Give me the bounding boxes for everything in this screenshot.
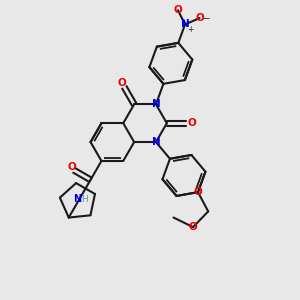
Text: N: N [152, 137, 160, 147]
Text: O: O [187, 118, 196, 128]
Text: N: N [74, 194, 82, 204]
Text: N: N [152, 99, 160, 109]
Text: H: H [81, 195, 88, 204]
Text: −: − [202, 14, 209, 22]
Text: N: N [181, 20, 189, 29]
Text: +: + [187, 25, 193, 34]
Text: O: O [67, 162, 76, 172]
Text: O: O [194, 187, 202, 197]
Text: O: O [195, 13, 204, 23]
Text: O: O [174, 5, 182, 15]
Text: O: O [189, 222, 197, 232]
Text: O: O [118, 78, 126, 88]
